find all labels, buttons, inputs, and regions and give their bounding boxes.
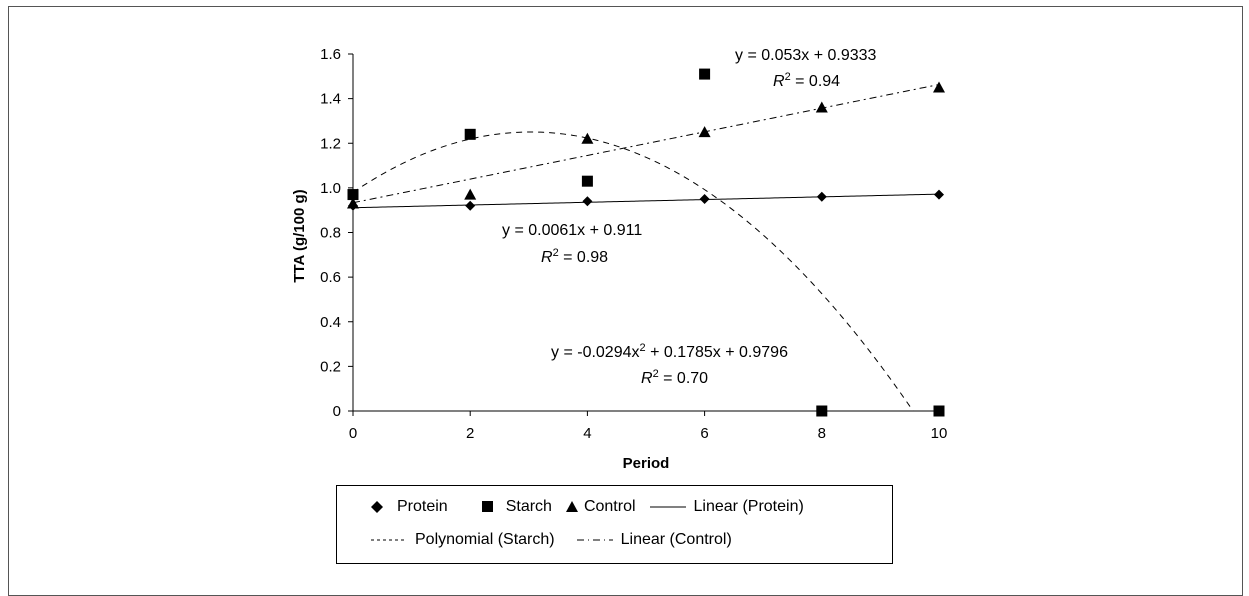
diamond-marker-icon [371, 501, 383, 513]
point-protein [465, 200, 476, 211]
y-tick-label: 0.4 [320, 314, 341, 331]
x-tick-label: 6 [700, 425, 708, 442]
point-starch [347, 189, 359, 201]
legend-item-protein: Protein [371, 498, 448, 516]
legend-row-2: Polynomial (Starch) Linear (Control) [371, 531, 744, 549]
trendline-linear-control [352, 84, 940, 204]
point-starch [816, 405, 828, 417]
y-axis-title: TTA (g/100 g) [291, 189, 308, 282]
dashed-line-icon [371, 539, 407, 541]
legend: Protein Starch Control Linear (Protein) … [336, 485, 893, 564]
chart: 0 0.2 0.4 0.6 0.8 1.0 1.2 1.4 1.6 0 2 4 6 8 10 TTA (g… [291, 46, 947, 472]
legend-item-polynomial-starch: Polynomial (Starch) [371, 531, 555, 549]
protein-r2: R2 = 0.98 [541, 247, 608, 266]
point-starch [581, 175, 593, 187]
trendline-polynomial-starch [352, 131, 914, 412]
trendline-linear-protein [352, 193, 940, 209]
x-tick-label: 8 [818, 425, 826, 442]
legend-label-control: Control [583, 498, 636, 515]
y-tick-label: 1.6 [320, 46, 341, 63]
legend-label-starch: Starch [505, 498, 552, 515]
point-starch [464, 128, 476, 140]
point-control [815, 101, 828, 113]
solid-line-icon [649, 506, 686, 508]
legend-label-linear-protein: Linear (Protein) [693, 498, 804, 515]
point-control [581, 132, 594, 144]
point-protein [934, 189, 944, 200]
dashdot-line-icon [576, 539, 613, 541]
control-equation: y = 0.053x + 0.9333 [735, 47, 877, 64]
legend-item-control: Control [565, 498, 636, 516]
point-control [933, 81, 945, 93]
starch-equation: y = -0.0294x2 + 0.1785x + 0.9796 [551, 342, 788, 361]
legend-label-polynomial-starch: Polynomial (Starch) [415, 531, 555, 548]
triangle-marker-icon [565, 501, 578, 512]
legend-item-linear-protein: Linear (Protein) [649, 498, 804, 516]
legend-row-1: Protein Starch Control Linear (Protein) [371, 498, 816, 516]
x-tick-label: 4 [583, 425, 591, 442]
x-axis-title: Period [623, 455, 670, 472]
legend-item-linear-control: Linear (Control) [576, 531, 732, 549]
legend-label-linear-control: Linear (Control) [620, 531, 732, 548]
x-ticks: 0 2 4 6 8 10 [349, 411, 948, 442]
point-starch [933, 405, 945, 417]
y-tick-label: 0.8 [320, 225, 341, 242]
square-marker-icon [481, 501, 493, 512]
y-ticks: 0 0.2 0.4 0.6 0.8 1.0 1.2 1.4 1.6 [320, 46, 353, 420]
point-protein [816, 191, 827, 202]
y-tick-label: 0.6 [320, 269, 341, 286]
legend-label-protein: Protein [397, 498, 448, 515]
trendlines [352, 84, 940, 412]
y-tick-label: 0 [333, 403, 341, 420]
plot-area: 0 0.2 0.4 0.6 0.8 1.0 1.2 1.4 1.6 0 2 4 6 8 10 [320, 46, 947, 442]
point-starch [699, 68, 711, 80]
starch-r2: R2 = 0.70 [641, 368, 708, 387]
x-tick-label: 2 [466, 425, 474, 442]
x-tick-label: 10 [931, 425, 948, 442]
y-tick-label: 1.4 [320, 91, 341, 108]
y-tick-label: 1.2 [320, 135, 341, 152]
point-protein [582, 196, 593, 207]
point-control [698, 126, 711, 138]
y-tick-label: 0.2 [320, 358, 341, 375]
point-control [464, 188, 477, 200]
legend-item-starch: Starch [481, 498, 552, 516]
y-tick-label: 1.0 [320, 180, 341, 197]
point-protein [699, 194, 710, 205]
x-tick-label: 0 [349, 425, 357, 442]
data-points [347, 68, 945, 417]
control-r2: R2 = 0.94 [773, 71, 840, 90]
point-control [347, 197, 359, 209]
protein-equation: y = 0.0061x + 0.911 [502, 222, 642, 239]
